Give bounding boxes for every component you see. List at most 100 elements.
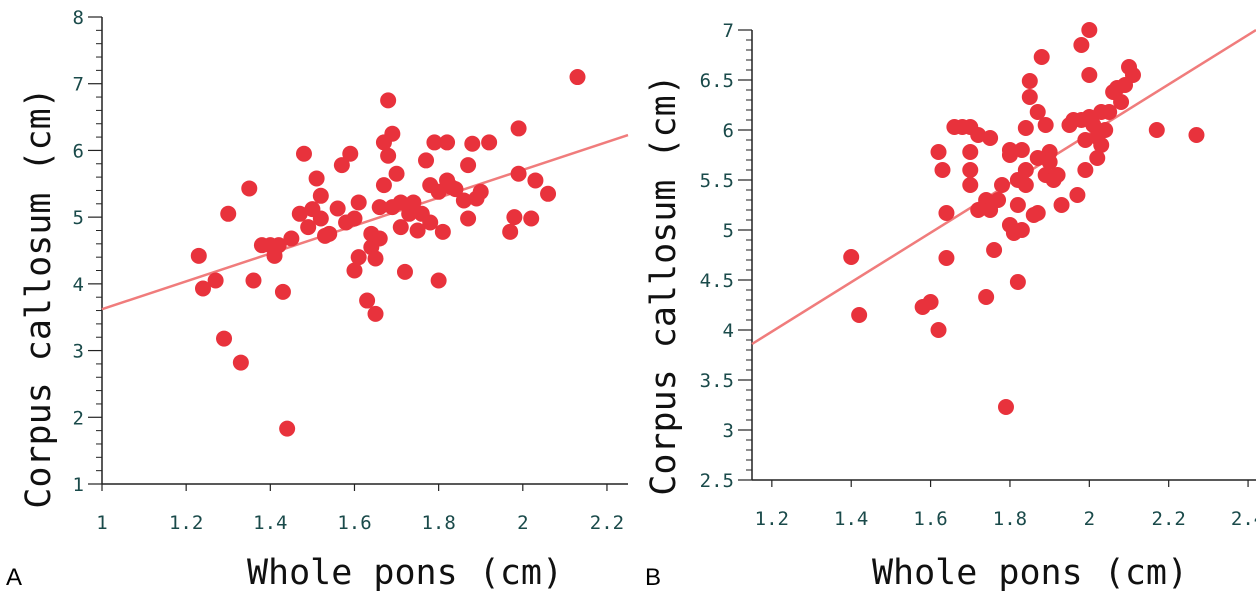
panel-a-data-point bbox=[460, 157, 477, 174]
panel-b-data-point bbox=[1033, 49, 1050, 65]
panel-b-data-point bbox=[1069, 187, 1086, 203]
panel-a-data-point bbox=[430, 272, 447, 289]
panel-b-data-point bbox=[1001, 142, 1018, 158]
panel-a-data-point bbox=[194, 280, 211, 297]
panel-b-x-tick-label: 1.4 bbox=[834, 508, 868, 530]
panel-a-y-tick-label: 4 bbox=[73, 274, 84, 296]
panel-b-x-tick-label: 1.2 bbox=[755, 508, 789, 530]
panel-b-data-point bbox=[1021, 89, 1038, 105]
panel-a-x-axis-label: Whole pons (cm) bbox=[247, 553, 563, 593]
panel-b-data-point bbox=[934, 162, 951, 178]
panel-b-data-point bbox=[1041, 154, 1058, 170]
panel-a-data-point bbox=[274, 283, 291, 300]
panel-b-data-point bbox=[922, 294, 939, 310]
panel-b-data-point bbox=[994, 177, 1011, 193]
panel-a-data-point bbox=[464, 135, 481, 152]
panel-a-y-tick-label: 2 bbox=[73, 407, 84, 429]
panel-a-data-point bbox=[329, 200, 346, 217]
panel-b-data-point bbox=[1113, 94, 1130, 110]
panel-a-y-tick-label: 3 bbox=[73, 341, 84, 363]
panel-a-x-tick-label: 1 bbox=[96, 512, 107, 534]
panel-b-data-point bbox=[982, 130, 999, 146]
panel-b-data-point bbox=[938, 250, 955, 266]
panel-a-data-point bbox=[283, 230, 300, 247]
panel-a-data-point bbox=[384, 125, 401, 142]
panel-a-data-point bbox=[405, 194, 422, 211]
panel-a-data-point bbox=[418, 152, 435, 169]
panel-a-data-point bbox=[434, 223, 451, 240]
panel-a-regression-line bbox=[101, 133, 629, 311]
panel-a-data-point bbox=[350, 194, 367, 211]
panel-a-data-point bbox=[359, 292, 376, 309]
panel-b-data-point bbox=[990, 192, 1007, 208]
panel-a-x-tick-label: 1.6 bbox=[337, 512, 371, 534]
panel-b-x-tick-label: 2.4 bbox=[1231, 508, 1256, 530]
panel-b-y-tick-label: 3 bbox=[723, 420, 734, 442]
panel-a-data-point bbox=[380, 147, 397, 164]
panel-b-data-point bbox=[962, 177, 979, 193]
panel-b-label: B bbox=[645, 564, 661, 591]
panel-b-data-point bbox=[1017, 120, 1034, 136]
panel-a-data-point bbox=[367, 305, 384, 322]
panel-b-x-tick-label: 2 bbox=[1084, 508, 1095, 530]
panel-b-x-axis-label: Whole pons (cm) bbox=[872, 553, 1188, 593]
panel-b-data-point bbox=[1013, 142, 1030, 158]
panel-a-data-point bbox=[312, 210, 329, 227]
panel-a-data-point bbox=[510, 120, 527, 137]
panel-a-data-point bbox=[371, 230, 388, 247]
panel-a-data-point bbox=[396, 263, 413, 280]
panel-b-data-point bbox=[1009, 197, 1026, 213]
panel-b-y-tick-label: 5 bbox=[723, 220, 734, 242]
panel-b-data-point bbox=[1013, 222, 1030, 238]
panel-a-data-point bbox=[241, 180, 258, 197]
panel-a-x-tick-label: 1.4 bbox=[253, 512, 287, 534]
panel-b-data-point bbox=[997, 399, 1014, 415]
panel-b-data-point bbox=[843, 249, 860, 265]
panel-a-data-point bbox=[190, 247, 207, 264]
panel-b-data-point bbox=[1073, 37, 1090, 53]
panel-b-y-tick-label: 7 bbox=[723, 20, 734, 42]
panel-a-data-point bbox=[569, 69, 586, 86]
panel-b-x-tick-label: 1.6 bbox=[913, 508, 947, 530]
panel-a-data-point bbox=[439, 134, 456, 151]
panel-a-y-tick-label: 8 bbox=[73, 7, 84, 29]
panel-a-data-point bbox=[291, 205, 308, 222]
panel-a-data-point bbox=[502, 223, 519, 240]
panel-a-data-point bbox=[409, 222, 426, 239]
panel-b-data-point bbox=[1093, 137, 1110, 153]
panel-a-x-tick-label: 1.8 bbox=[421, 512, 455, 534]
panel-b-data-point bbox=[1101, 104, 1118, 120]
panel-b: Corpus callosum (cm) 2.5 3 3.5 4 4.5 5 5.5 6 6.5… bbox=[644, 20, 1256, 593]
panel-b-data-point bbox=[1021, 73, 1038, 89]
panel-a-data-point bbox=[371, 199, 388, 216]
panel-a-data-point bbox=[481, 134, 498, 151]
panel-b-data-point bbox=[1009, 274, 1026, 290]
panel-a-data-point bbox=[279, 420, 296, 437]
panel-a-data-point bbox=[472, 183, 489, 200]
panel-a-x-tick-label: 1.2 bbox=[169, 512, 203, 534]
panel-a-y-tick-label: 6 bbox=[73, 140, 84, 162]
panel-a-y-tick-label: 7 bbox=[73, 74, 84, 96]
panel-b-data-point bbox=[1053, 197, 1070, 213]
panel-b-data-point bbox=[1148, 122, 1165, 138]
panel-a-data-point bbox=[375, 177, 392, 194]
panel-a-data-point bbox=[321, 225, 338, 242]
panel-b-y-tick-label: 6 bbox=[723, 120, 734, 142]
panel-a-data-point bbox=[460, 210, 477, 227]
panel-b-x-tick-label: 1.8 bbox=[993, 508, 1027, 530]
panel-a-data-point bbox=[295, 145, 312, 162]
panel-a-data-point bbox=[333, 157, 350, 174]
panel-a-data-point bbox=[388, 165, 405, 182]
panel-b-data-point bbox=[1081, 67, 1098, 83]
panel-a-data-point bbox=[367, 250, 384, 267]
panel-a-data-point bbox=[523, 210, 540, 227]
panel-b-data-point bbox=[986, 242, 1003, 258]
panel-a-x-tick-label: 2 bbox=[517, 512, 528, 534]
panel-b-x-tick-label: 2.2 bbox=[1152, 508, 1186, 530]
panel-b-data-point bbox=[1089, 150, 1106, 166]
panel-a-data-point bbox=[216, 330, 233, 347]
panel-a-y-tick-label: 5 bbox=[73, 207, 84, 229]
panel-b-y-tick-label: 2.5 bbox=[700, 470, 734, 492]
panel-a-data-point bbox=[220, 205, 237, 222]
